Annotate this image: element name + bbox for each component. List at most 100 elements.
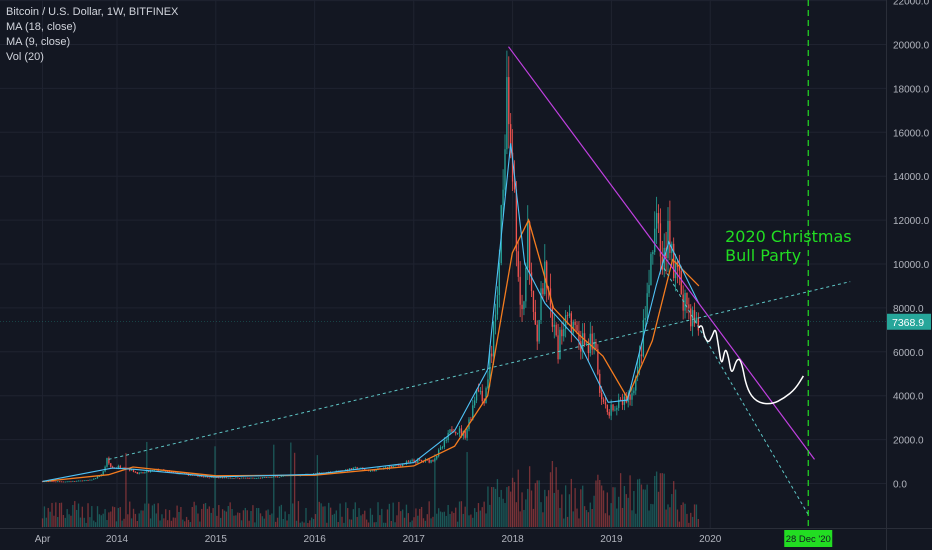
candle-body[interactable] [604,401,607,405]
candle-body[interactable] [229,477,231,479]
candle-body[interactable] [608,412,610,416]
candle-body[interactable] [589,333,591,354]
candle-body[interactable] [117,465,120,469]
candle-body[interactable] [474,400,476,406]
candle-body[interactable] [496,295,499,315]
candle-body[interactable] [413,460,415,462]
candle-body[interactable] [610,404,612,416]
candle-body[interactable] [47,481,49,483]
candle-body[interactable] [411,460,413,461]
candle-body[interactable] [244,477,247,479]
candle-body[interactable] [242,477,245,479]
candle-body[interactable] [479,390,482,392]
candle-body[interactable] [257,477,260,479]
candle-body[interactable] [60,481,63,483]
candle-body[interactable] [428,459,430,463]
candle-body[interactable] [527,221,529,268]
candle-body[interactable] [470,419,472,421]
candle-body[interactable] [475,389,478,401]
candle-body[interactable] [85,480,87,481]
candle-body[interactable] [693,310,696,324]
candle-body[interactable] [58,481,61,483]
candle-body[interactable] [250,477,252,479]
candle-body[interactable] [204,476,207,478]
candle-body[interactable] [401,463,404,467]
ma18-legend[interactable]: MA (18, close) [6,21,77,33]
candle-body[interactable] [635,376,637,391]
candle-body[interactable] [485,388,487,404]
candle-body[interactable] [650,254,652,286]
candle-body[interactable] [436,455,438,459]
candle-body[interactable] [221,477,224,479]
candle-body[interactable] [373,469,375,472]
candle-body[interactable] [172,471,174,473]
candle-body[interactable] [466,429,468,438]
candle-body[interactable] [619,399,622,401]
candle-body[interactable] [582,333,584,352]
candle-body[interactable] [275,476,277,478]
candle-body[interactable] [551,305,554,327]
candle-body[interactable] [68,481,70,483]
candle-body[interactable] [170,471,173,473]
candle-body[interactable] [119,465,121,469]
candle-body[interactable] [51,481,53,483]
candle-body[interactable] [384,467,387,469]
candle-body[interactable] [420,460,423,461]
candle-body[interactable] [646,293,648,319]
candle-body[interactable] [576,324,578,331]
candle-body[interactable] [690,308,692,327]
candle-body[interactable] [261,477,264,479]
candle-body[interactable] [487,379,489,389]
candle-body[interactable] [142,472,144,474]
candle-body[interactable] [489,353,491,380]
candle-body[interactable] [271,476,273,478]
candle-body[interactable] [460,428,463,436]
candle-body[interactable] [508,77,510,125]
candle-body[interactable] [316,472,319,474]
candle-body[interactable] [148,471,150,472]
candle-body[interactable] [534,311,536,325]
candle-body[interactable] [525,267,527,302]
candle-body[interactable] [254,478,256,479]
candle-body[interactable] [515,189,518,252]
candle-body[interactable] [375,469,377,472]
candle-body[interactable] [269,477,271,478]
candle-body[interactable] [214,477,216,479]
candle-body[interactable] [57,481,59,483]
candle-body[interactable] [657,213,660,224]
candle-body[interactable] [189,474,192,476]
candle-body[interactable] [494,314,497,322]
candle-body[interactable] [570,313,572,333]
candle-body[interactable] [437,450,440,456]
candle-body[interactable] [199,476,201,478]
candle-body[interactable] [256,478,258,479]
candle-body[interactable] [233,478,235,479]
candle-body[interactable] [587,343,590,354]
candle-body[interactable] [453,431,455,433]
candle-body[interactable] [439,447,442,451]
candle-body[interactable] [449,429,451,433]
candle-body[interactable] [276,476,279,478]
candle-body[interactable] [89,479,91,481]
candle-body[interactable] [566,315,569,317]
candle-body[interactable] [481,390,483,402]
candle-body[interactable] [621,399,624,405]
candle-body[interactable] [458,428,461,434]
candle-body[interactable] [455,432,457,434]
candle-body[interactable] [96,476,99,479]
candle-body[interactable] [280,476,283,478]
candle-body[interactable] [409,460,411,463]
candle-body[interactable] [212,476,214,478]
candle-body[interactable] [202,476,205,478]
candle-body[interactable] [208,477,210,479]
candle-body[interactable] [265,477,267,478]
candle-body[interactable] [91,479,93,481]
candle-body[interactable] [682,294,684,311]
candle-body[interactable] [591,333,593,350]
candle-body[interactable] [348,468,351,471]
candle-body[interactable] [546,261,548,288]
candle-body[interactable] [695,317,698,324]
candle-body[interactable] [572,321,574,333]
candle-body[interactable] [390,466,392,468]
candle-body[interactable] [561,329,563,337]
